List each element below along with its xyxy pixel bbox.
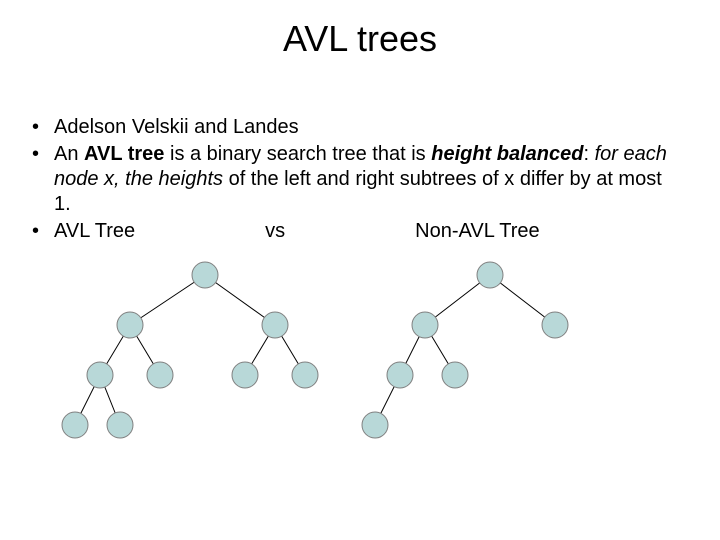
tree-node xyxy=(87,362,113,388)
tree-node xyxy=(262,312,288,338)
bullet-1: Adelson Velskii and Landes xyxy=(30,115,670,140)
b2-text-mid1: is a binary search tree that is xyxy=(164,143,431,165)
b3-vs: vs xyxy=(265,220,285,242)
tree-node xyxy=(107,412,133,438)
tree-node xyxy=(362,412,388,438)
tree-node xyxy=(542,312,568,338)
tree-node xyxy=(192,262,218,288)
tree-diagrams xyxy=(0,255,720,495)
tree-node xyxy=(387,362,413,388)
tree-node xyxy=(62,412,88,438)
slide-title: AVL trees xyxy=(0,18,720,60)
bullet-list: Adelson Velskii and Landes An AVL tree i… xyxy=(30,115,670,244)
b2-text-mid2: : xyxy=(583,143,594,165)
tree-node xyxy=(412,312,438,338)
slide-body: Adelson Velskii and Landes An AVL tree i… xyxy=(30,115,670,246)
tree-node xyxy=(292,362,318,388)
tree-node xyxy=(232,362,258,388)
b3-non-avl-tree: Non-AVL Tree xyxy=(415,220,540,242)
slide: AVL trees Adelson Velskii and Landes An … xyxy=(0,0,720,540)
bullet-2: An AVL tree is a binary search tree that… xyxy=(30,142,670,217)
b2-text-pre: An xyxy=(54,143,84,165)
tree-node xyxy=(442,362,468,388)
tree-node xyxy=(147,362,173,388)
bullet-3: AVL Tree vs Non-AVL Tree xyxy=(30,219,670,244)
tree-node xyxy=(477,262,503,288)
tree-svg xyxy=(0,255,720,495)
tree-node xyxy=(117,312,143,338)
b2-bold-avl: AVL tree xyxy=(84,143,164,165)
b2-bi-height-balanced: height balanced xyxy=(431,143,583,165)
b3-avl-tree: AVL Tree xyxy=(54,220,135,242)
tree-edge xyxy=(130,275,205,325)
